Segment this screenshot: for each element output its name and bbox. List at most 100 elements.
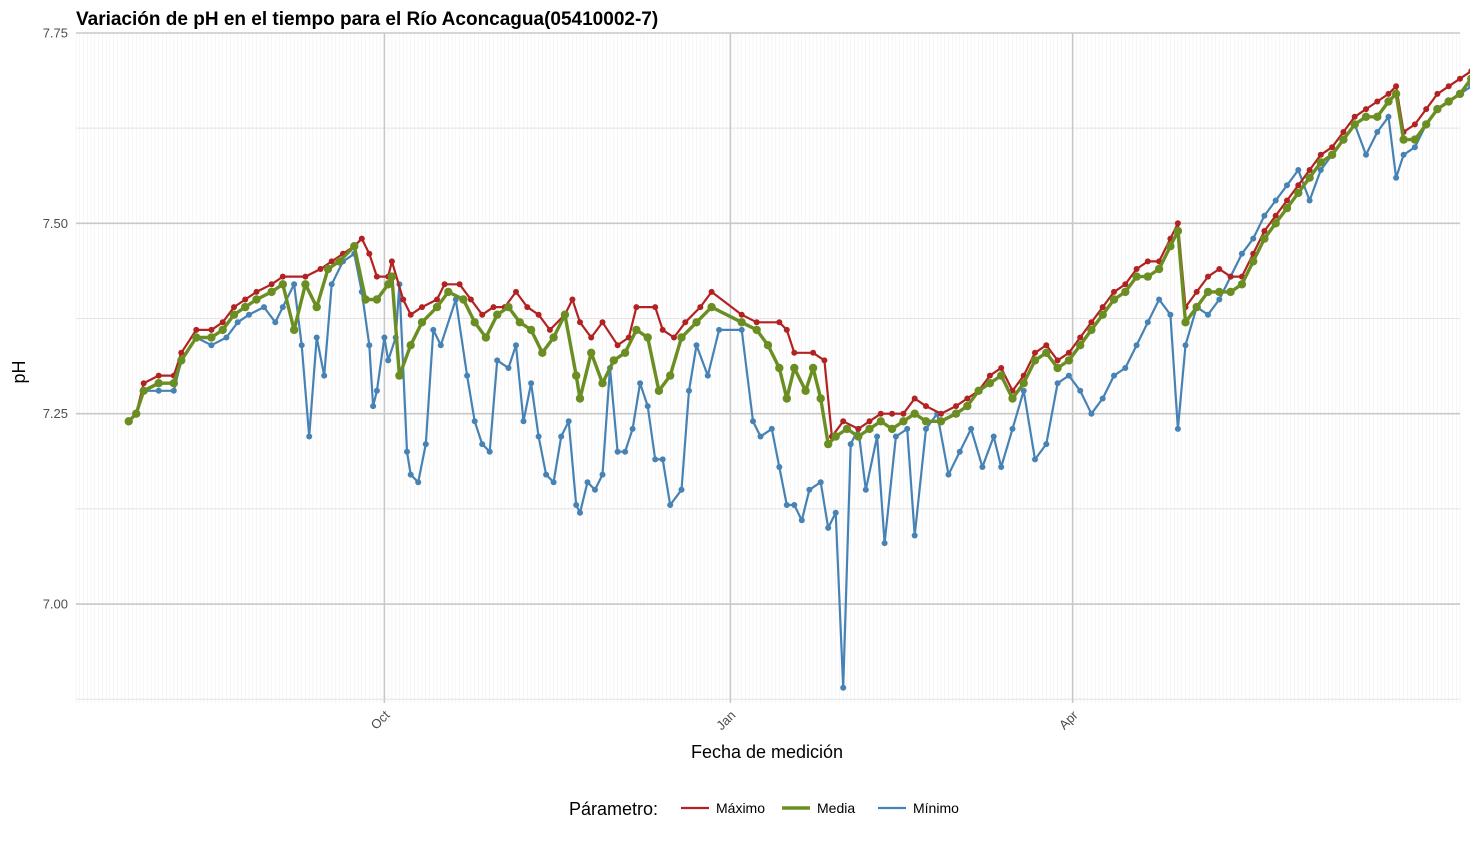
data-point: [768, 425, 775, 432]
data-point: [806, 486, 813, 493]
data-point: [614, 448, 621, 455]
data-point: [599, 471, 606, 478]
data-point: [776, 319, 783, 326]
y-tick-label: 7.25: [43, 406, 68, 421]
data-point: [1237, 280, 1247, 289]
data-point: [1216, 266, 1223, 272]
data-point: [677, 333, 686, 342]
data-point: [1317, 151, 1324, 158]
data-point: [678, 486, 685, 493]
data-point: [575, 394, 585, 403]
data-point: [272, 319, 279, 326]
data-point: [490, 304, 497, 311]
data-point: [577, 319, 583, 326]
data-point: [1077, 387, 1084, 394]
data-point: [1053, 363, 1062, 373]
data-point: [1457, 75, 1463, 82]
data-point: [1327, 150, 1337, 159]
data-point: [599, 319, 606, 326]
data-point: [279, 273, 286, 280]
data-point: [558, 433, 565, 440]
data-point: [208, 342, 215, 349]
data-point: [911, 532, 918, 539]
data-point: [887, 424, 897, 434]
data-point: [752, 325, 761, 335]
data-point: [1167, 311, 1174, 318]
data-point: [278, 280, 287, 289]
data-point: [1295, 167, 1302, 173]
data-point: [381, 334, 388, 341]
data-point: [132, 409, 141, 418]
data-point: [824, 439, 833, 449]
data-point: [139, 386, 148, 395]
data-point: [513, 342, 519, 349]
data-point: [682, 319, 689, 326]
data-point: [373, 387, 380, 394]
data-point: [1087, 325, 1096, 335]
x-tick-label: Oct: [368, 707, 393, 732]
data-point: [1271, 219, 1280, 228]
data-point: [692, 318, 701, 327]
x-tick-label: Jan: [713, 708, 738, 733]
data-point: [253, 288, 260, 295]
data-point: [921, 417, 931, 426]
data-point: [998, 464, 1005, 470]
data-point: [1065, 372, 1072, 379]
data-point: [1088, 410, 1095, 417]
data-point: [1238, 250, 1245, 257]
data-point: [997, 371, 1006, 380]
data-point: [707, 302, 716, 312]
data-point: [791, 502, 798, 508]
data-point: [1099, 395, 1106, 402]
data-point: [775, 363, 784, 373]
data-point: [370, 403, 377, 410]
data-point: [671, 334, 677, 341]
data-point: [1099, 304, 1106, 311]
data-point: [1317, 167, 1324, 173]
data-point: [407, 311, 414, 318]
data-point: [1272, 197, 1279, 204]
data-point: [979, 464, 986, 470]
data-point: [577, 509, 583, 516]
series-line: [127, 85, 1470, 689]
data-point: [1054, 357, 1061, 364]
data-point: [840, 684, 847, 691]
data-point: [388, 258, 395, 265]
data-point: [572, 371, 581, 380]
data-point: [464, 372, 471, 379]
data-point: [535, 433, 542, 440]
data-point: [910, 409, 919, 418]
data-point: [923, 425, 929, 432]
data-point: [219, 319, 226, 326]
y-tick-label: 7.00: [43, 597, 68, 612]
data-point: [1203, 287, 1213, 297]
legend-label: Máximo: [716, 800, 765, 816]
data-point: [588, 334, 595, 341]
data-point: [335, 257, 344, 266]
data-point: [889, 410, 896, 417]
data-point: [1282, 203, 1292, 213]
data-point: [154, 379, 163, 388]
data-point: [1008, 394, 1017, 403]
data-point: [1306, 197, 1313, 204]
data-point: [1121, 287, 1130, 297]
data-point: [1363, 151, 1369, 158]
data-point: [526, 325, 536, 335]
data-point: [234, 319, 241, 326]
data-point: [1400, 151, 1407, 158]
data-point: [569, 296, 576, 303]
data-point: [1305, 173, 1314, 182]
y-tick-label: 7.50: [43, 216, 68, 231]
data-point: [479, 311, 486, 318]
data-point: [968, 425, 975, 432]
data-point: [289, 325, 299, 335]
data-point: [328, 258, 335, 265]
data-point: [1329, 144, 1336, 151]
data-point: [1374, 129, 1381, 135]
data-point: [1122, 281, 1129, 288]
data-point: [218, 325, 227, 335]
data-point: [990, 433, 997, 440]
data-point: [535, 311, 542, 318]
data-point: [816, 394, 825, 403]
data-point: [652, 456, 659, 463]
